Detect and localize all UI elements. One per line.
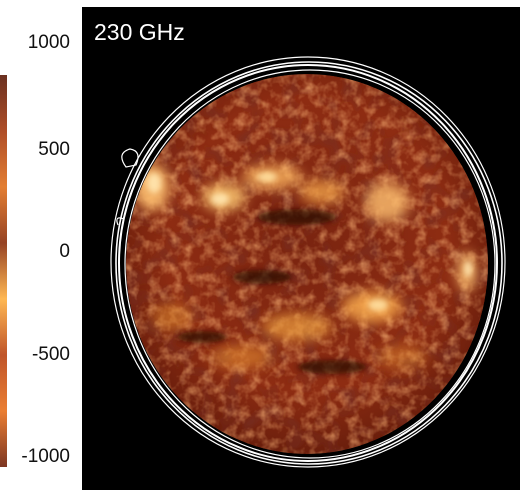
frequency-label: 230 GHz bbox=[94, 19, 185, 45]
y-tick-0: 0 bbox=[59, 241, 70, 262]
y-tick-1000: 1000 bbox=[27, 32, 70, 53]
solar-image-panel: 230 GHz bbox=[82, 7, 520, 490]
dark-filaments bbox=[177, 209, 367, 374]
y-tick-minus-500: -500 bbox=[31, 344, 70, 365]
solar-disk bbox=[126, 74, 488, 454]
limb-contours bbox=[110, 56, 506, 468]
y-tick-minus-1000: -1000 bbox=[21, 446, 70, 467]
sun-disk-map bbox=[110, 56, 506, 468]
neighbor-panel-strip bbox=[0, 75, 7, 467]
y-tick-500: 500 bbox=[38, 139, 70, 160]
